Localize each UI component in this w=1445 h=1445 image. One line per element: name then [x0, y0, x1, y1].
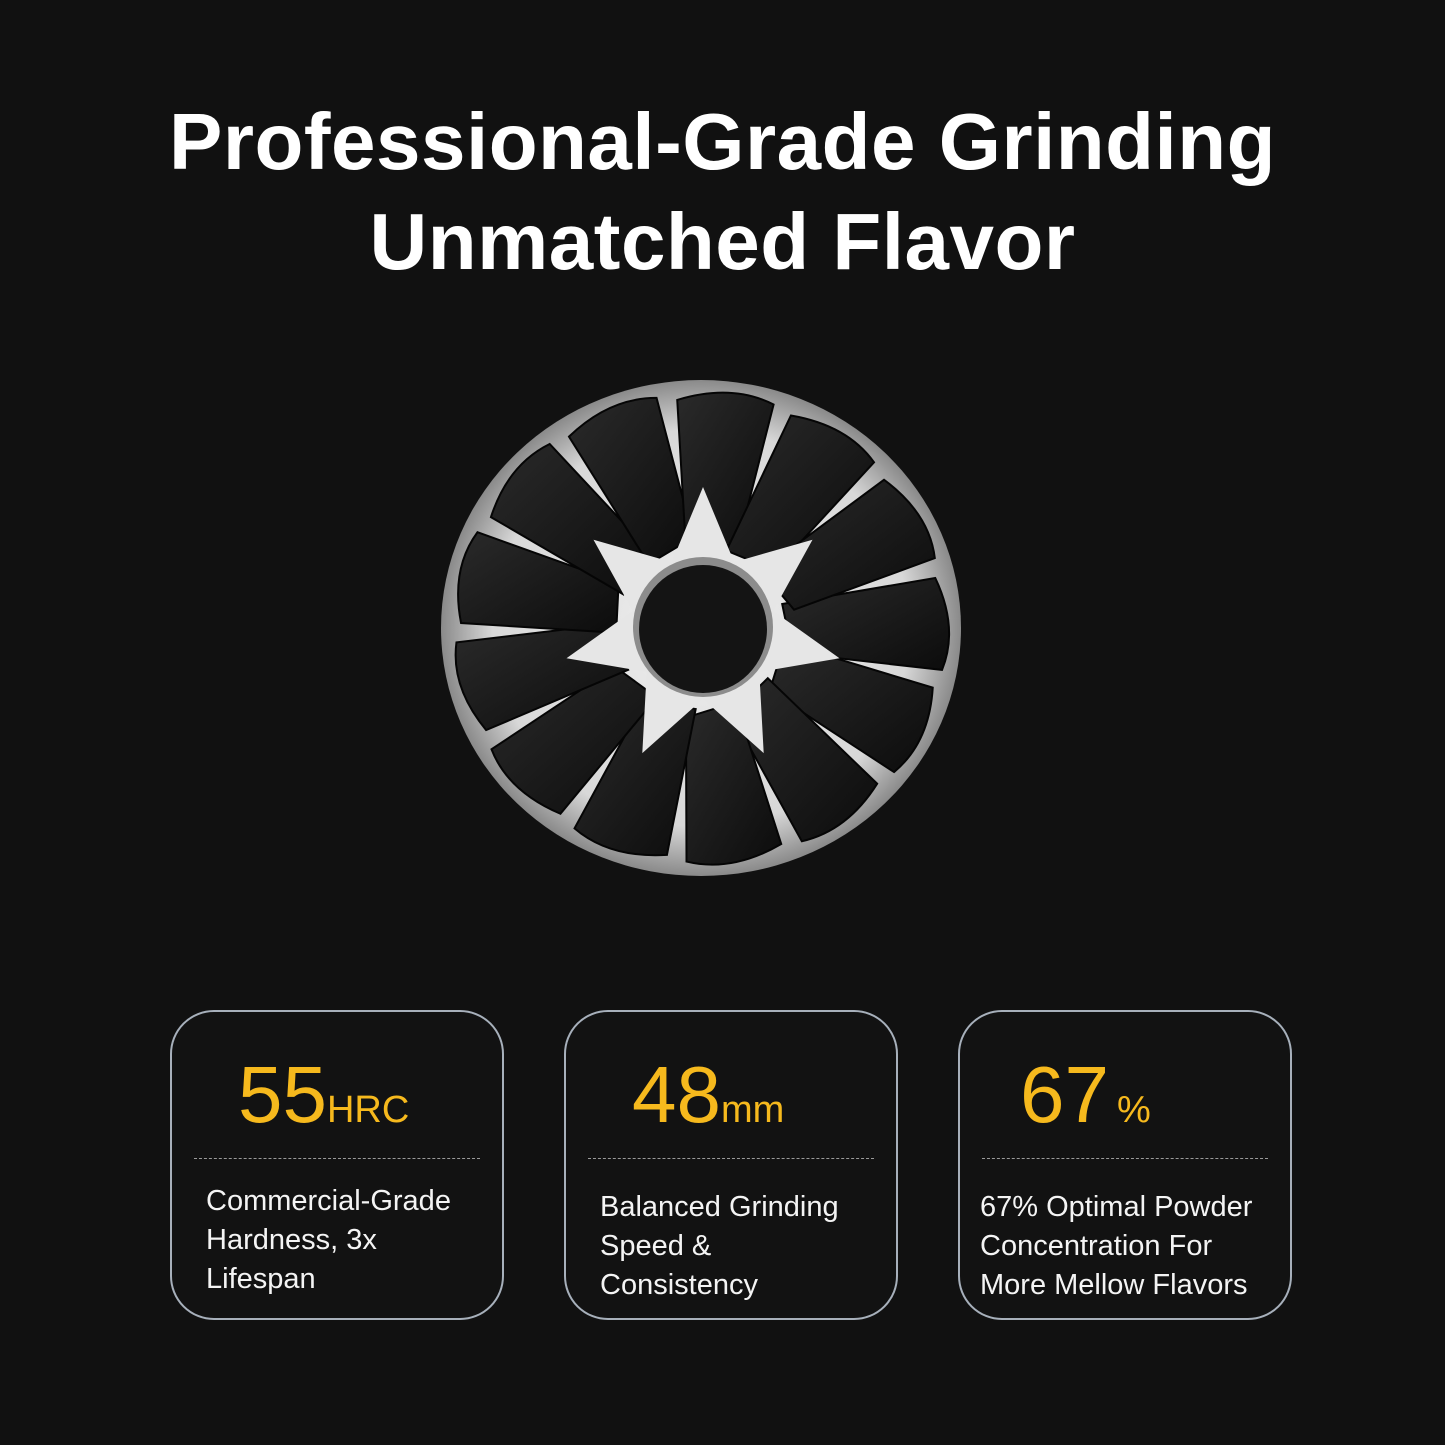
description-line: Lifespan [206, 1263, 316, 1295]
stat-description: Commercial-Grade Hardness, 3x Lifespan [206, 1182, 492, 1299]
burr-blade [725, 414, 876, 572]
dashed-divider [588, 1158, 874, 1159]
burr-blade [567, 396, 695, 566]
burr-blade [684, 700, 783, 866]
description-line: Speed & [600, 1230, 712, 1262]
burr-hole [639, 565, 767, 693]
description-line: Concentration For [980, 1230, 1213, 1262]
spec-card-diameter: 48mm Balanced Grinding Speed & Consisten… [564, 1010, 898, 1320]
spec-card-concentration: 67% 67% Optimal Powder Concentration For… [958, 1010, 1292, 1320]
stat-description: 67% Optimal Powder Concentration For Mor… [980, 1188, 1280, 1305]
burr-blade [457, 531, 620, 634]
headline-line-2: Unmatched Flavor [369, 197, 1076, 286]
stat-value: 67% [1020, 1050, 1151, 1140]
description-line: 67% Optimal Powder [980, 1191, 1253, 1223]
stat-description: Balanced Grinding Speed & Consistency [600, 1188, 886, 1305]
description-line: Commercial-Grade [206, 1185, 451, 1217]
stat-unit: mm [720, 1089, 785, 1131]
stat-number: 48 [632, 1050, 721, 1139]
stat-unit: % [1116, 1089, 1151, 1131]
burr-blade [573, 699, 697, 857]
stat-value: 55HRC [238, 1050, 409, 1140]
conical-burr-icon [441, 380, 961, 876]
description-line: More Mellow Flavors [980, 1269, 1248, 1301]
burr-blade [781, 576, 951, 671]
stat-number: 67 [1020, 1050, 1109, 1139]
dashed-divider [982, 1158, 1268, 1159]
stat-number: 55 [238, 1050, 327, 1139]
description-line: Balanced Grinding [600, 1191, 839, 1223]
burr-blade [768, 641, 934, 774]
stat-unit: HRC [326, 1089, 410, 1131]
burr-blade [759, 478, 936, 611]
description-line: Consistency [600, 1269, 758, 1301]
spec-card-hardness: 55HRC Commercial-Grade Hardness, 3x Life… [170, 1010, 504, 1320]
dashed-divider [194, 1158, 480, 1159]
headline-line-1: Professional-Grade Grinding [168, 97, 1276, 186]
burr-blade [490, 665, 659, 815]
burr-blade [730, 676, 879, 843]
description-line: Hardness, 3x [206, 1224, 377, 1256]
stat-value: 48mm [632, 1050, 784, 1140]
